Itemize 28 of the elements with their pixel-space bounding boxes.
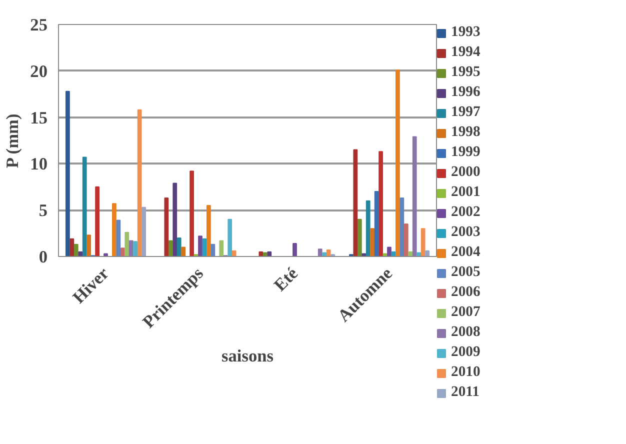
legend-label: 2003 [451,224,480,241]
legend-label: 2007 [451,304,480,321]
x-tick-label: Eté [270,264,302,295]
legend-label: 1999 [451,144,480,161]
legend-label: 2006 [451,284,480,301]
y-tick-label: 20 [30,62,48,81]
y-axis-title: P (mm) [3,114,22,168]
legend-label: 2004 [451,244,480,261]
legend-label: 2001 [451,184,480,201]
y-tick-label: 15 [30,108,48,128]
legend-label: 2000 [451,164,480,181]
legend-label: 2011 [451,384,480,401]
legend-label: 2002 [451,204,480,221]
legend-label: 2009 [451,344,480,361]
y-tick-label: 5 [38,201,48,220]
y-tick-label: 25 [30,16,48,34]
legend-label: 1995 [451,64,480,81]
legend-label: 1993 [451,24,480,41]
legend-label: 2010 [451,364,480,381]
legend-label: 1994 [451,44,480,61]
legend-label: 1997 [451,104,480,121]
y-tick-label: 0 [38,248,48,266]
legend-label: 1996 [451,84,480,101]
legend-label: 2005 [451,264,480,281]
x-axis-title: saisons [221,346,274,366]
y-tick-label: 10 [30,154,48,174]
legend-label: 1998 [451,124,480,141]
legend-label: 2008 [451,324,480,341]
